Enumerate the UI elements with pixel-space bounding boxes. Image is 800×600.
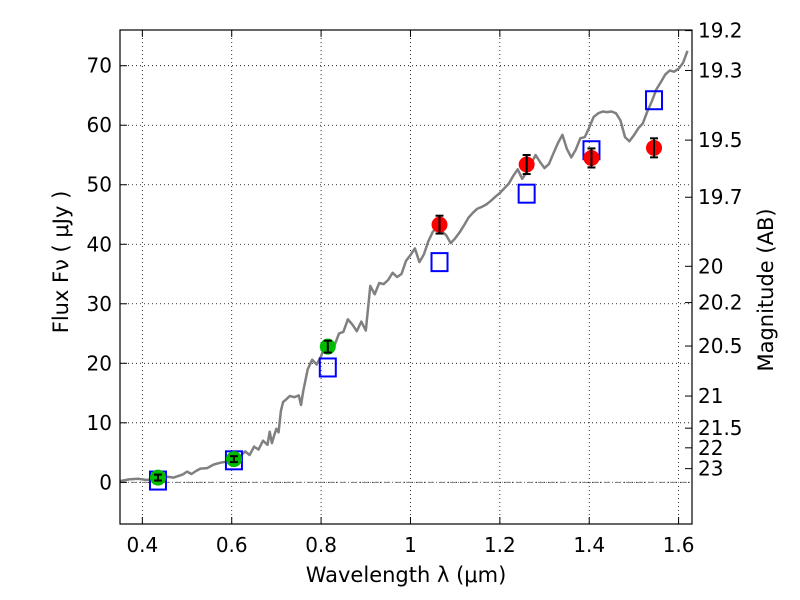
right-axis-tick-label: 22 — [698, 436, 723, 460]
grid — [120, 30, 692, 524]
x-tick-label: 1 — [404, 533, 417, 557]
y-tick-label: 40 — [87, 232, 112, 256]
x-tick-label: 1.4 — [573, 533, 605, 557]
y-tick-label: 10 — [87, 411, 112, 435]
plot-area — [119, 50, 689, 491]
x-tick-label: 1.6 — [663, 533, 695, 557]
y-tick-label: 30 — [87, 292, 112, 316]
right-axis-tick-label: 20 — [698, 254, 723, 278]
model-photometry-square — [430, 252, 449, 273]
y-tick-label: 20 — [87, 351, 112, 375]
right-axis-tick-label: 23 — [698, 457, 723, 481]
right-axis-tick-label: 19.7 — [698, 185, 743, 209]
model-photometry-square — [318, 357, 337, 378]
x-tick-label: 1.2 — [484, 533, 516, 557]
y-tick-label: 60 — [87, 113, 112, 137]
y-tick-label: 70 — [87, 54, 112, 78]
right-axis-tick-label: 20.5 — [698, 334, 743, 358]
axis-ticks: 0.4 0.6 0.8 1 1.2 1.4 1.6 0 10 20 30 40 50 60 70 19.2 19… — [87, 19, 743, 557]
model-photometry-square — [517, 183, 536, 204]
right-axis-tick-label: 19.2 — [698, 19, 743, 43]
right-axis-tick-label: 19.3 — [698, 58, 743, 82]
plot-frame — [119, 29, 693, 525]
y-tick-label: 0 — [99, 470, 112, 494]
right-axis-label: Magnitude (AB) — [754, 208, 778, 371]
model-photometry-square — [645, 90, 664, 111]
x-tick-label: 0.6 — [216, 533, 248, 557]
x-tick-label: 0.8 — [305, 533, 337, 557]
model-spectrum-line — [119, 50, 689, 483]
right-axis-tick-label: 19.5 — [698, 128, 743, 152]
right-axis-tick-label: 21.5 — [698, 416, 743, 440]
x-axis-label: Wavelength λ (μm) — [306, 563, 507, 587]
right-axis-tick-label: 20.2 — [698, 291, 743, 315]
x-tick-label: 0.4 — [126, 533, 158, 557]
y-tick-label: 50 — [87, 173, 112, 197]
y-axis-label: Flux Fν ( μJy ) — [49, 191, 73, 334]
right-axis-tick-label: 21 — [698, 384, 723, 408]
